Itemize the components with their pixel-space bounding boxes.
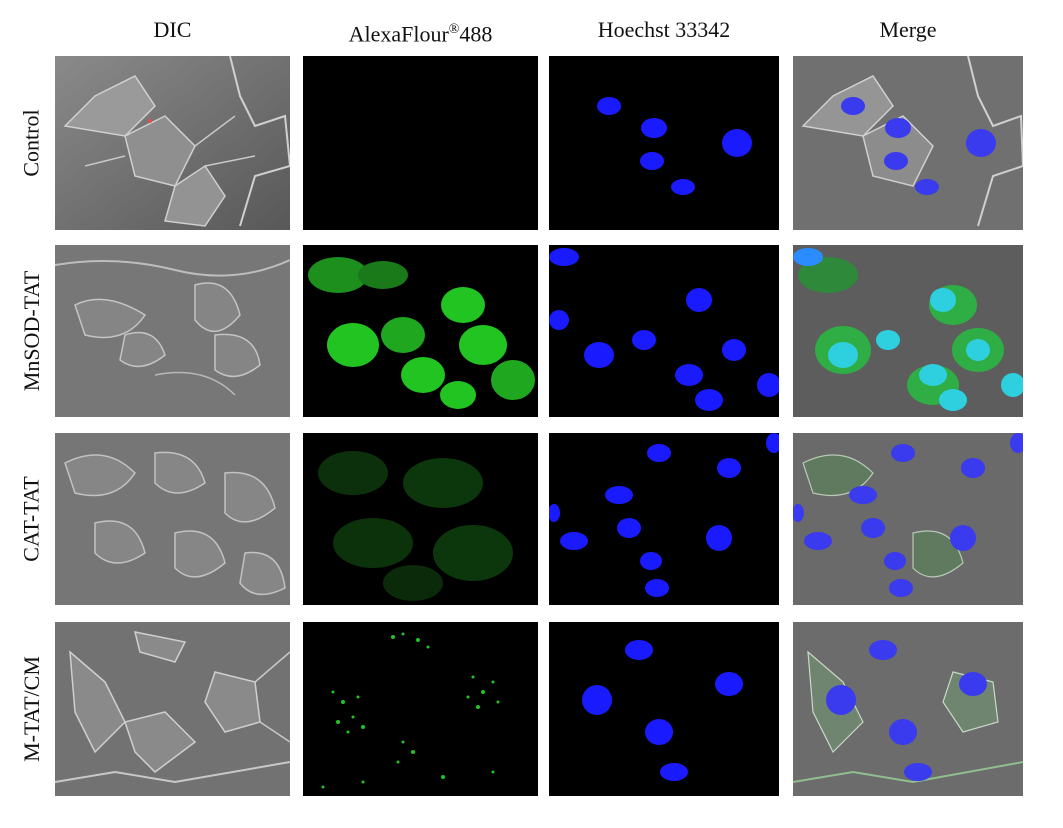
panel-cat-tat-dic <box>55 433 290 605</box>
registered-mark: ® <box>448 22 460 37</box>
hoechst-micrograph <box>549 248 779 411</box>
panel-control-merge <box>793 56 1023 230</box>
panel-cat-tat-hoechst <box>549 433 779 605</box>
merge-micrograph <box>793 56 1023 230</box>
panel-cat-tat-alexafluor <box>303 433 538 605</box>
panel-control-dic <box>55 56 290 230</box>
merge-micrograph <box>793 622 1023 796</box>
panel-m-tat-cm-alexafluor <box>303 622 538 796</box>
alexafluor-micrograph <box>318 451 513 601</box>
panel-control-hoechst <box>549 56 779 230</box>
alexafluor-micrograph <box>321 632 500 789</box>
hoechst-micrograph <box>549 433 779 597</box>
panel-mnsod-tat-merge <box>793 245 1023 417</box>
dic-micrograph <box>55 433 290 605</box>
column-header-merge: Merge <box>879 17 937 42</box>
hoechst-micrograph <box>597 97 752 195</box>
panel-mnsod-tat-hoechst <box>549 245 779 417</box>
panel-cat-tat-merge <box>793 433 1023 605</box>
merge-micrograph <box>793 245 1023 417</box>
column-header-alexafluor: AlexaFlour®488 <box>303 14 538 46</box>
hoechst-micrograph <box>582 640 743 781</box>
panel-m-tat-cm-merge <box>793 622 1023 796</box>
panel-control-alexafluor <box>303 56 538 230</box>
row-label-cat-tat: CAT-TAT <box>19 476 44 562</box>
alexafluor-micrograph <box>308 257 535 409</box>
panel-m-tat-cm-dic <box>55 622 290 796</box>
merge-micrograph <box>793 433 1023 605</box>
panel-m-tat-cm-hoechst <box>549 622 779 796</box>
dic-micrograph <box>55 622 290 796</box>
alexafluor-number: 488 <box>459 21 493 47</box>
dic-micrograph <box>55 56 290 230</box>
row-label-mnsod-tat: MnSOD-TAT <box>19 270 44 392</box>
panel-mnsod-tat-alexafluor <box>303 245 538 417</box>
panel-mnsod-tat-dic <box>55 245 290 417</box>
row-label-control: Control <box>19 109 45 177</box>
alexafluor-name: AlexaFlour <box>348 21 449 47</box>
column-header-dic: DIC <box>153 17 192 42</box>
dic-micrograph <box>55 245 290 417</box>
column-header-hoechst: Hoechst 33342 <box>597 17 731 42</box>
row-label-m-tat-cm: M-TAT/CM <box>19 656 44 762</box>
